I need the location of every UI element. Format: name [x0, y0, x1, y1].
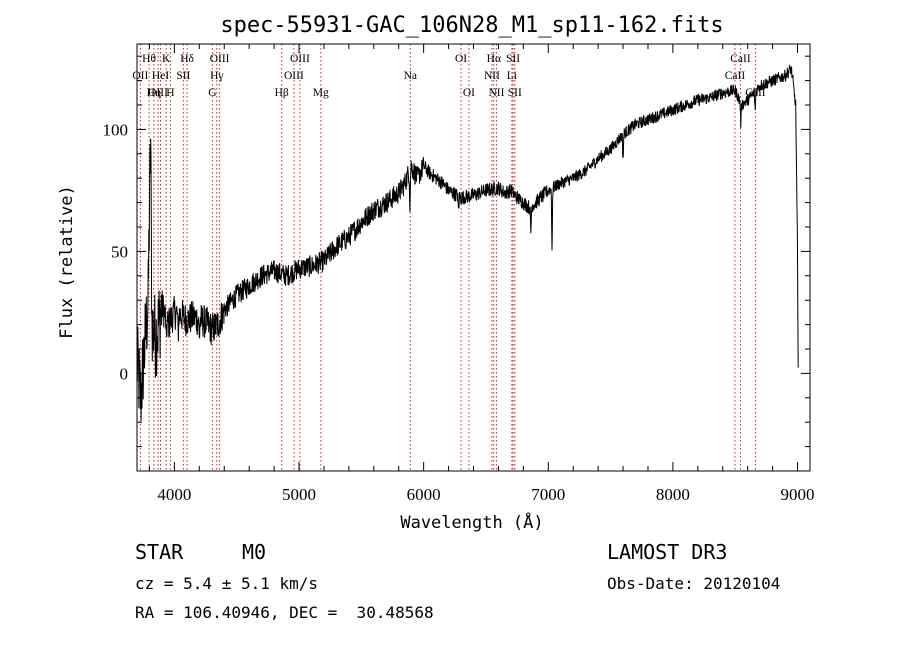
- line-label-24: SII: [508, 87, 522, 99]
- line-label-1: OII: [132, 70, 148, 82]
- x-axis-ticks: 4000 5000 6000 7000 8000 9000: [148, 44, 815, 504]
- obs-date-label: Obs-Date: 20120104: [607, 574, 781, 593]
- plot-frame: [136, 43, 811, 472]
- line-label-0: Hθ: [142, 53, 156, 65]
- y-tick-label: 50: [111, 242, 128, 261]
- redshift-label: cz = 5.4 ± 5.1 km/s: [135, 574, 319, 593]
- line-label-21: NII: [488, 87, 504, 99]
- line-label-10: Hγ: [210, 70, 223, 82]
- x-axis-label: Wavelength (Å): [400, 511, 543, 533]
- survey-label: LAMOST DR3: [607, 540, 728, 564]
- line-label-14: OIII: [284, 70, 304, 82]
- line-label-20: NII: [484, 70, 500, 82]
- line-label-15: Mg: [313, 87, 329, 99]
- line-label-26: CaII: [725, 70, 746, 82]
- x-tick-label: 5000: [282, 485, 316, 504]
- line-label-5: K: [162, 53, 171, 65]
- x-tick-label: 9000: [781, 485, 815, 504]
- chart-title: spec-55931-GAC_106N28_M1_sp11-162.fits: [220, 13, 723, 38]
- line-label-17: OI: [455, 53, 467, 65]
- line-label-3: HeI: [152, 70, 169, 82]
- coordinates-label: RA = 106.40946, DEC = 30.48568: [135, 603, 434, 622]
- line-label-19: Hα: [487, 53, 501, 65]
- line-label-11: G: [208, 87, 216, 99]
- line-label-18: OI: [463, 87, 475, 99]
- line-label-4: Hη: [147, 87, 161, 99]
- line-label-16: Na: [404, 70, 417, 82]
- y-axis-label: Flux (relative): [57, 185, 77, 339]
- line-label-23: Li: [507, 70, 517, 82]
- y-axis-ticks: 0 50 100: [103, 55, 810, 472]
- spectrum-flux-line: [136, 64, 799, 421]
- line-label-7: H: [166, 87, 174, 99]
- y-tick-label: 100: [103, 120, 129, 139]
- subclass-label: M0: [242, 540, 267, 564]
- x-tick-label: 6000: [407, 485, 441, 504]
- line-label-12: Hβ: [275, 87, 289, 99]
- x-tick-label: 4000: [157, 485, 191, 504]
- object-class-label: STAR: [135, 540, 184, 564]
- x-tick-label: 7000: [531, 485, 565, 504]
- line-label-25: CaII: [730, 53, 751, 65]
- line-label-8: Hδ: [180, 53, 194, 65]
- x-tick-label: 8000: [656, 485, 690, 504]
- line-label-13: OIII: [290, 53, 310, 65]
- line-label-2: OIII: [148, 87, 168, 99]
- y-tick-label: 0: [120, 364, 129, 383]
- line-label-22: SII: [506, 53, 520, 65]
- line-label-9: OIII: [210, 53, 230, 65]
- line-label-6: SII: [176, 70, 190, 82]
